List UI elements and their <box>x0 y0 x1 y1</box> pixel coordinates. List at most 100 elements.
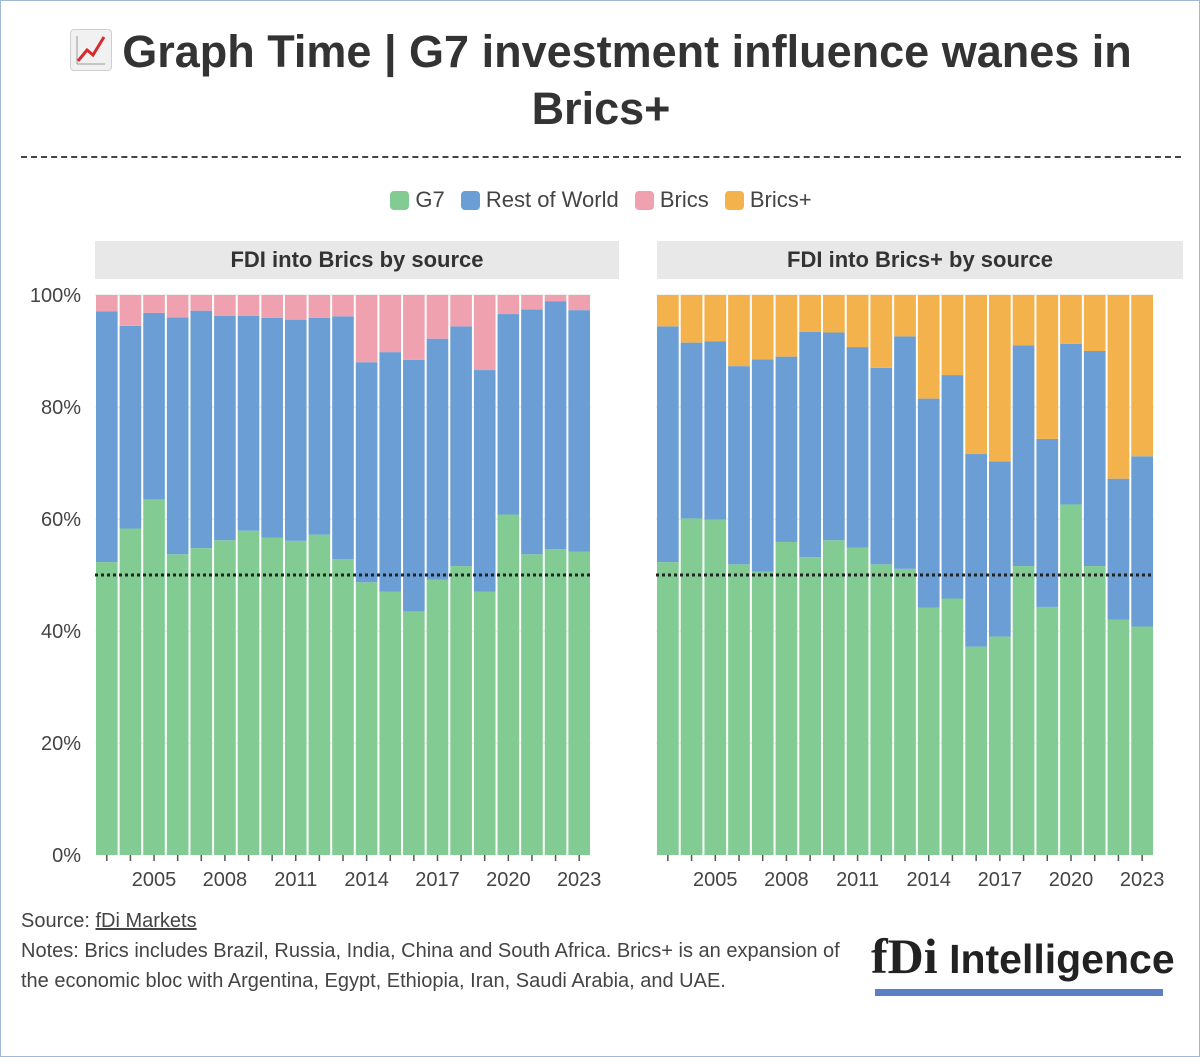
bar-segment-rest-of-world-2012 <box>308 317 331 535</box>
bar-segment-g7-2015 <box>379 591 402 855</box>
bar-segment-g7-2003 <box>96 562 118 855</box>
bar-segment-brics--2011 <box>846 295 869 348</box>
source-link[interactable]: fDi Markets <box>95 910 197 932</box>
page-title-text: Graph Time | G7 investment influence wan… <box>122 26 1132 134</box>
bar-segment-rest-of-world-2012 <box>870 367 893 565</box>
x-tick-label: 2017 <box>978 869 1023 891</box>
bar-segment-brics-2016 <box>403 295 425 360</box>
source-label: Source: <box>21 910 96 932</box>
bar-segment-brics--2004 <box>680 295 703 343</box>
bar-segment-rest-of-world-2003 <box>657 326 679 563</box>
bar-segment-rest-of-world-2018 <box>450 326 472 567</box>
bar-segment-rest-of-world-2004 <box>119 325 142 529</box>
bar-segment-brics-2021 <box>521 295 543 310</box>
bar-segment-rest-of-world-2011 <box>846 347 869 548</box>
bar-segment-g7-2017 <box>426 579 449 855</box>
source-line: Source: fDi Markets <box>21 906 841 936</box>
legend: G7 Rest of World Brics Brics+ <box>1 185 1200 215</box>
x-tick-label: 2020 <box>486 869 531 891</box>
bar-segment-g7-2016 <box>965 646 987 855</box>
bar-segment-brics--2005 <box>704 295 727 342</box>
bar-segment-brics-2018 <box>450 295 472 327</box>
bar-segment-brics--2014 <box>917 295 940 399</box>
bar-segment-brics-2011 <box>284 295 307 320</box>
legend-swatch <box>460 191 480 210</box>
logo-word: Intelligence <box>949 936 1175 982</box>
bar-segment-brics-2006 <box>166 295 189 318</box>
footer: Source: fDi Markets Notes: Brics include… <box>21 906 841 996</box>
y-tick-label: 0% <box>52 845 81 867</box>
bar-segment-rest-of-world-2016 <box>403 359 425 612</box>
title-divider <box>21 156 1181 158</box>
bar-segment-g7-2017 <box>989 636 1011 855</box>
legend-label: Rest of World <box>485 187 619 212</box>
panel-title-brics-plus: FDI into Brics+ by source <box>657 241 1183 279</box>
bar-segment-brics--2021 <box>1083 295 1106 351</box>
bar-segment-g7-2023 <box>568 551 590 855</box>
y-tick-label: 80% <box>41 397 81 419</box>
bar-segment-g7-2009 <box>237 530 260 855</box>
bar-segment-rest-of-world-2021 <box>521 309 543 555</box>
bar-segment-rest-of-world-2014 <box>917 398 940 608</box>
bar-segment-g7-2012 <box>870 564 893 855</box>
x-tick-label: 2005 <box>693 869 738 891</box>
bar-segment-brics--2019 <box>1036 295 1059 439</box>
bar-segment-rest-of-world-2021 <box>1083 351 1106 567</box>
bar-segment-brics-2003 <box>96 295 118 312</box>
bar-segment-brics--2023 <box>1131 295 1153 457</box>
bar-segment-rest-of-world-2007 <box>751 359 774 572</box>
bar-segment-brics-2019 <box>473 295 496 371</box>
bar-segment-brics-2022 <box>544 295 567 302</box>
bar-segment-rest-of-world-2009 <box>799 331 821 558</box>
bar-segment-rest-of-world-2006 <box>728 366 750 565</box>
bar-segment-rest-of-world-2022 <box>544 301 567 550</box>
bar-segment-brics--2013 <box>894 295 916 337</box>
logo-mark: fDi <box>871 928 938 984</box>
bar-segment-brics--2018 <box>1012 295 1035 346</box>
notes-text: Notes: Brics includes Brazil, Russia, In… <box>21 940 840 992</box>
bar-segment-brics-2023 <box>568 295 590 311</box>
bar-segment-rest-of-world-2007 <box>190 310 213 549</box>
bar-segment-g7-2023 <box>1131 626 1153 855</box>
bar-segment-rest-of-world-2011 <box>284 319 307 541</box>
bar-segment-g7-2008 <box>214 540 236 855</box>
bar-segment-g7-2010 <box>261 537 283 855</box>
logo-text: fDi Intelligence <box>871 928 1175 984</box>
bar-segment-rest-of-world-2010 <box>261 317 283 538</box>
x-tick-label: 2020 <box>1049 869 1094 891</box>
bar-segment-g7-2019 <box>473 591 496 855</box>
bar-segment-rest-of-world-2010 <box>823 332 845 541</box>
bar-segment-g7-2013 <box>894 568 916 855</box>
bar-segment-rest-of-world-2004 <box>680 342 703 519</box>
bar-segment-g7-2007 <box>751 571 774 855</box>
bar-segment-rest-of-world-2013 <box>894 336 916 569</box>
page-title: Graph Time | G7 investment influence wan… <box>21 23 1181 137</box>
chart-increasing-icon <box>70 29 113 71</box>
bar-segment-g7-2018 <box>450 566 472 855</box>
bar-segment-g7-2019 <box>1036 606 1059 855</box>
bar-segment-brics--2010 <box>823 295 845 333</box>
bar-segment-g7-2020 <box>1060 504 1082 855</box>
fdi-intelligence-logo: fDi Intelligence <box>871 928 1175 1001</box>
bar-segment-g7-2004 <box>680 518 703 855</box>
x-tick-label: 2023 <box>1120 869 1165 891</box>
bar-segment-g7-2014 <box>355 582 378 855</box>
bar-segment-rest-of-world-2015 <box>379 352 402 592</box>
bar-segment-g7-2009 <box>799 557 821 855</box>
legend-label: Brics <box>659 187 709 212</box>
bar-segment-g7-2008 <box>775 541 798 855</box>
legend-item-rest-of-world: Rest of World <box>460 185 619 215</box>
bar-segment-g7-2007 <box>190 548 213 855</box>
bar-segment-rest-of-world-2005 <box>704 341 727 520</box>
bar-segment-g7-2011 <box>846 547 869 855</box>
charts-canvas: 0%20%40%60%80%100%2005 2008 2011 2014 2017 20… <box>30 285 1165 891</box>
bar-segment-g7-2021 <box>1083 566 1106 855</box>
bar-segment-brics-2004 <box>119 295 142 326</box>
bar-segment-brics-2015 <box>379 295 402 353</box>
x-tick-label: 2011 <box>274 869 317 891</box>
bar-segment-g7-2005 <box>143 499 165 855</box>
bar-segment-brics--2020 <box>1060 295 1082 344</box>
bar-segment-brics--2017 <box>989 295 1011 462</box>
bar-segment-g7-2022 <box>544 549 567 855</box>
